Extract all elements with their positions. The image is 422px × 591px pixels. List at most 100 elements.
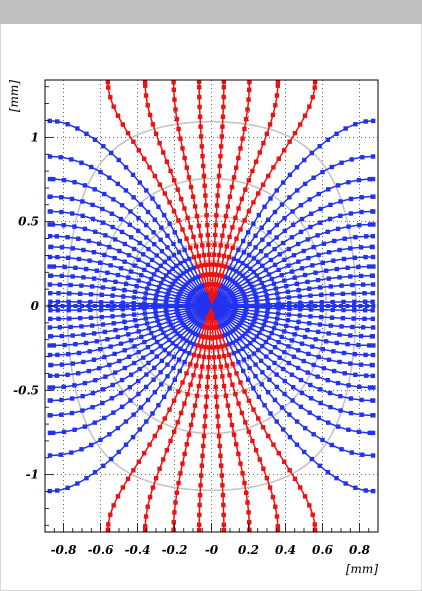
drift-line	[196, 308, 214, 532]
drift-line-marker	[102, 354, 107, 360]
drift-line-marker	[107, 432, 112, 437]
boundary-drift-line	[47, 307, 211, 418]
drift-line-marker	[236, 451, 241, 457]
wire-plane-marker	[345, 304, 350, 308]
drift-line-marker	[136, 148, 142, 153]
drift-line-marker	[282, 329, 287, 334]
drift-line-marker	[371, 264, 376, 269]
wire-plane-marker	[261, 304, 266, 308]
drift-line-marker	[342, 371, 347, 376]
boundary-drift-line	[213, 264, 376, 306]
drift-line-marker	[59, 412, 64, 417]
drift-line-marker	[180, 146, 185, 151]
drift-line-marker	[201, 334, 207, 340]
drift-line-marker	[182, 247, 187, 253]
drift-line-marker	[296, 259, 301, 264]
drift-line-marker	[277, 355, 282, 360]
drift-line-marker	[73, 341, 78, 347]
wire-plane-marker	[280, 304, 285, 308]
drift-line-marker	[159, 382, 164, 387]
drift-line-marker	[163, 334, 169, 339]
drift-line-marker	[138, 405, 144, 410]
drift-line-marker	[109, 211, 115, 216]
drift-line-marker	[89, 442, 94, 448]
drift-line-marker	[221, 80, 227, 85]
drift-line-marker	[216, 272, 222, 278]
drift-line-marker	[294, 188, 300, 193]
drift-line-marker	[253, 448, 259, 453]
drift-line-marker	[199, 344, 204, 349]
drift-line-marker	[356, 429, 362, 435]
drift-line-marker	[254, 334, 260, 339]
drift-line-marker	[77, 316, 83, 321]
drift-line-marker	[294, 281, 300, 287]
drift-line-marker	[115, 425, 121, 431]
drift-line-marker	[259, 280, 265, 286]
drift-line-marker	[281, 459, 287, 464]
drift-line-marker	[251, 200, 256, 205]
drift-line-marker	[282, 215, 287, 221]
drift-line-marker	[66, 307, 71, 313]
drift-line-marker	[236, 247, 241, 253]
drift-line-marker	[367, 430, 372, 436]
drift-line-marker	[144, 188, 149, 193]
drift-line-marker	[335, 226, 341, 232]
drift-line	[211, 80, 318, 305]
wire-plane-marker	[183, 304, 188, 308]
drift-line-marker	[131, 412, 136, 417]
boundary-drift-line	[212, 306, 376, 379]
drift-line-marker	[291, 385, 296, 390]
drift-line-marker	[178, 346, 183, 352]
drift-line-marker	[100, 206, 105, 212]
drift-line-marker	[96, 366, 102, 371]
drift-line-marker	[119, 229, 125, 235]
drift-line-marker	[106, 85, 111, 90]
drift-line-marker	[47, 222, 52, 227]
drift-line-marker	[245, 278, 251, 284]
drift-line-marker	[276, 156, 281, 161]
drift-line-marker	[353, 234, 358, 240]
drift-line-marker	[331, 258, 336, 263]
drift-line-marker	[47, 325, 53, 330]
drift-line-marker	[339, 324, 344, 329]
drift-line-marker	[57, 325, 63, 330]
wire-plane-marker	[105, 304, 110, 308]
drift-line-marker	[145, 262, 151, 268]
drift-line-marker	[138, 202, 144, 207]
drift-line-marker	[51, 264, 57, 269]
drift-line-marker	[150, 122, 156, 127]
drift-line-marker	[191, 254, 197, 260]
drift-line-marker	[233, 391, 238, 397]
x-tick-label: -0.8	[51, 543, 78, 557]
drift-line-marker	[136, 378, 141, 384]
drift-line-marker	[263, 339, 269, 345]
drift-line-marker	[142, 524, 148, 529]
drift-line-marker	[233, 215, 238, 221]
drift-line-marker	[312, 80, 318, 85]
drift-line-marker	[215, 344, 220, 350]
drift-line-marker	[98, 307, 104, 312]
drift-line-marker	[97, 346, 103, 352]
drift-line-marker	[318, 206, 323, 212]
drift-line-marker	[155, 318, 160, 324]
drift-line-marker	[276, 339, 281, 345]
drift-line-marker	[251, 256, 256, 261]
drift-line-marker	[337, 247, 342, 253]
drift-line-marker	[274, 93, 280, 98]
drift-line-marker	[181, 284, 187, 290]
drift-line-marker	[112, 255, 117, 261]
drift-line-marker	[338, 213, 343, 219]
drift-line-marker	[245, 230, 251, 235]
drift-line-marker	[180, 380, 185, 385]
drift-line-marker	[184, 236, 189, 241]
drift-line-marker	[113, 370, 118, 375]
drift-line-marker	[225, 275, 230, 281]
drift-line-marker	[275, 83, 281, 88]
drift-line-marker	[47, 290, 53, 296]
drift-line-marker	[279, 334, 284, 340]
drift-line-marker	[171, 253, 177, 258]
drift-line-marker	[346, 383, 351, 388]
drift-line-marker	[149, 276, 154, 282]
drift-line-marker	[80, 408, 85, 413]
drift-line-marker	[127, 222, 132, 227]
